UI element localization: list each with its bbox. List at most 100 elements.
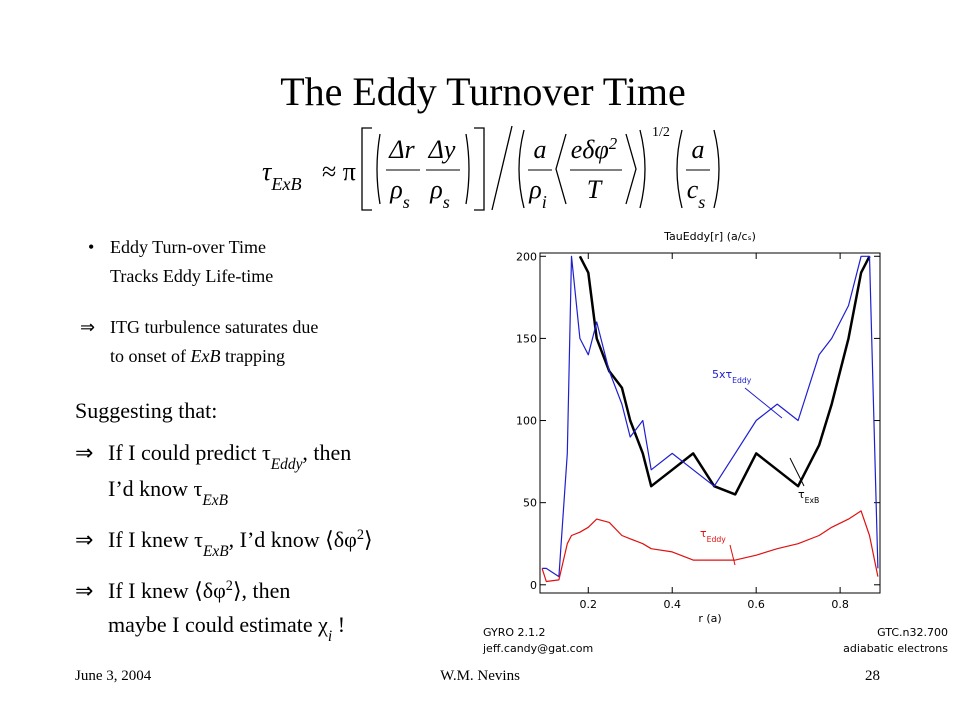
formula-lhs: τExB xyxy=(262,157,302,194)
x-tick-label: 0.8 xyxy=(831,598,849,611)
formula: τExB ≈ π Δr ρs Δy ρs a ρi eδφ2 T 1/2 a c… xyxy=(262,125,720,212)
line: If I could predict τEddy, then xyxy=(108,440,351,473)
seg: I’d know xyxy=(108,476,194,501)
credit: jeff.candy@gat.com xyxy=(482,642,593,655)
annotation: τExB xyxy=(798,488,819,505)
y-tick-label: 150 xyxy=(516,332,537,345)
marker: ⇒ xyxy=(75,440,93,465)
footer: June 3, 2004 W.M. Nevins 28 xyxy=(75,668,880,684)
line: to onset of ExB trapping xyxy=(110,346,285,366)
seg: ⟨δφ xyxy=(194,578,226,603)
series-line xyxy=(541,510,879,583)
reasoning: Suggesting that: ⇒ If I could predict τE… xyxy=(75,398,373,645)
x-axis-label: r (a) xyxy=(698,612,721,625)
seg: , I’d know xyxy=(229,527,326,552)
seg: If I knew xyxy=(108,527,194,552)
seg: ExB xyxy=(201,492,228,509)
seg: maybe I could estimate xyxy=(108,612,318,637)
seg: ⟩ xyxy=(364,527,373,552)
chart-title: TauEddy[r] (a/cₛ) xyxy=(663,230,756,243)
seg: τ xyxy=(262,440,271,465)
y-tick-label: 200 xyxy=(516,250,537,263)
seg: χ xyxy=(317,612,328,637)
seg: , then xyxy=(242,578,291,603)
line: Eddy Turn-over Time xyxy=(110,237,266,257)
seg: ⟨δφ xyxy=(325,527,357,552)
line: If I knew ⟨δφ2⟩, then xyxy=(108,578,290,603)
plot-frame xyxy=(539,252,881,594)
ann-sub: Eddy xyxy=(732,376,752,385)
seg: 2 xyxy=(226,578,233,594)
sym: eδφ xyxy=(571,135,609,164)
annotation: τEddy xyxy=(700,527,726,544)
x-tick-label: 0.2 xyxy=(580,598,598,611)
line: Suggesting that: xyxy=(75,398,217,423)
line: ITG turbulence saturates due xyxy=(110,317,318,337)
bracket xyxy=(676,129,683,209)
seg: to onset of xyxy=(110,346,191,366)
seg: ! xyxy=(332,612,345,637)
num: a xyxy=(534,135,547,164)
seg: Eddy xyxy=(270,456,303,473)
num: Δy xyxy=(428,135,456,164)
sym: ρ xyxy=(389,175,402,204)
bracket xyxy=(361,127,381,211)
seg: ExB xyxy=(202,543,229,560)
seg: ⟩ xyxy=(233,578,242,603)
line: I’d know τExB xyxy=(108,476,229,509)
y-tick-label: 50 xyxy=(523,497,537,510)
chart: TauEddy[r] (a/cₛ) r (a) 5xτEddy τExB τEd… xyxy=(482,230,948,655)
seg: ExB xyxy=(190,346,221,366)
num: Δr xyxy=(388,135,415,164)
arrow xyxy=(729,544,736,566)
sym: ρ xyxy=(429,175,442,204)
den: ρs xyxy=(429,175,450,212)
bracket xyxy=(465,125,513,211)
line: If I knew τExB, I’d know ⟨δφ2⟩ xyxy=(108,527,373,560)
bullets: • Eddy Turn-over Time Tracks Eddy Life-t… xyxy=(80,237,318,366)
bracket xyxy=(625,129,646,209)
x-tick-label: 0.6 xyxy=(747,598,765,611)
den: ρi xyxy=(528,175,547,212)
bracket xyxy=(713,129,720,209)
series-line xyxy=(578,255,871,496)
seg: If I could predict xyxy=(108,440,262,465)
arrow xyxy=(744,387,783,419)
seg: τ xyxy=(194,527,203,552)
sub: i xyxy=(542,192,547,212)
slide-title: The Eddy Turnover Time xyxy=(280,69,686,114)
ann-sub: ExB xyxy=(805,496,820,505)
sym: c xyxy=(687,175,699,204)
marker: ⇒ xyxy=(80,317,95,337)
bracket xyxy=(555,133,567,205)
den: cs xyxy=(687,175,706,212)
sub: ExB xyxy=(270,174,301,194)
num: eδφ2 xyxy=(571,134,618,165)
y-tick-label: 0 xyxy=(530,579,537,592)
sup: 2 xyxy=(609,134,618,153)
seg: i xyxy=(328,628,332,645)
sym: ρ xyxy=(528,175,541,204)
marker: ⇒ xyxy=(75,527,93,552)
bracket xyxy=(518,129,525,209)
sym: τ xyxy=(262,157,273,186)
ann-text: τ xyxy=(798,488,805,501)
marker: ⇒ xyxy=(75,578,93,603)
seg: 2 xyxy=(357,527,364,543)
seg: , then xyxy=(302,440,351,465)
ann-text: 5xτ xyxy=(712,368,733,381)
num: a xyxy=(692,135,705,164)
annotation: 5xτEddy xyxy=(712,368,752,385)
line: Tracks Eddy Life-time xyxy=(110,266,273,286)
ann-sub: Eddy xyxy=(707,535,727,544)
seg: trapping xyxy=(220,346,285,366)
footer-date: June 3, 2004 xyxy=(75,668,152,684)
sub: s xyxy=(403,192,410,212)
series-line xyxy=(542,255,879,578)
formula-approx: ≈ π xyxy=(322,157,356,186)
credit: adiabatic electrons xyxy=(843,642,948,655)
credit: GYRO 2.1.2 xyxy=(483,626,545,639)
ann-text: τ xyxy=(700,527,707,540)
